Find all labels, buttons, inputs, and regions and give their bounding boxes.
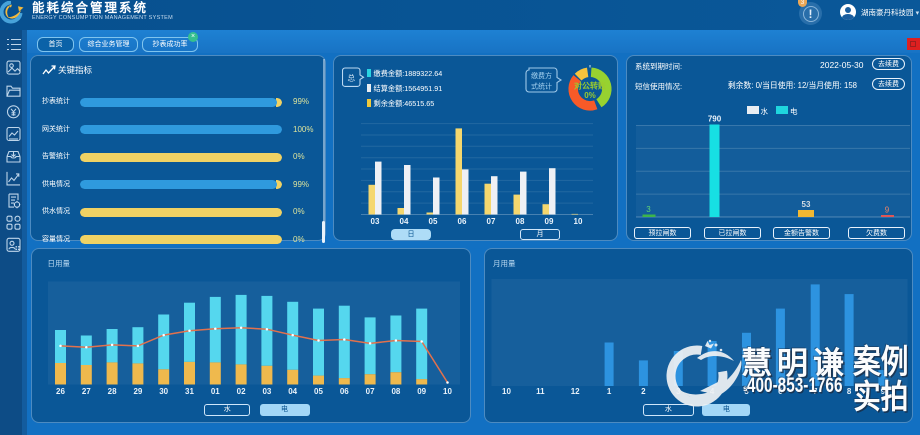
svg-text:02: 02 <box>236 387 245 396</box>
svg-text:26: 26 <box>56 387 65 396</box>
svg-text:09: 09 <box>545 217 554 226</box>
svg-text:对公转账: 对公转账 <box>574 81 606 91</box>
svg-text:3: 3 <box>646 205 651 214</box>
svg-text:04: 04 <box>288 387 297 396</box>
svg-text:03: 03 <box>262 387 271 396</box>
svg-text:10: 10 <box>574 217 583 226</box>
svg-text:05: 05 <box>314 387 323 396</box>
svg-text:0%: 0% <box>584 91 596 100</box>
svg-text:8: 8 <box>846 387 851 396</box>
svg-text:07: 07 <box>487 217 496 226</box>
svg-text:9: 9 <box>885 206 890 215</box>
svg-text:03: 03 <box>371 217 380 226</box>
svg-text:12: 12 <box>570 387 579 396</box>
svg-text:10: 10 <box>443 387 452 396</box>
svg-text:总: 总 <box>348 73 356 83</box>
svg-text:6: 6 <box>778 387 783 396</box>
svg-text:10: 10 <box>502 387 511 396</box>
svg-text:31: 31 <box>185 387 194 396</box>
svg-text:09: 09 <box>417 387 426 396</box>
svg-text:3: 3 <box>676 387 681 396</box>
svg-text:30: 30 <box>159 387 168 396</box>
svg-text:06: 06 <box>339 387 348 396</box>
svg-text:5: 5 <box>744 387 749 396</box>
svg-text:9: 9 <box>880 387 885 396</box>
svg-text:28: 28 <box>107 387 116 396</box>
svg-text:2: 2 <box>641 387 646 396</box>
svg-text:11: 11 <box>536 387 545 396</box>
svg-text:27: 27 <box>81 387 90 396</box>
svg-text:式统计: 式统计 <box>531 82 552 91</box>
svg-text:1: 1 <box>606 387 611 396</box>
svg-text:04: 04 <box>400 217 409 226</box>
svg-text:7: 7 <box>812 387 817 396</box>
svg-text:05: 05 <box>429 217 438 226</box>
svg-text:缴费方: 缴费方 <box>531 71 552 80</box>
svg-text:53: 53 <box>802 200 811 209</box>
svg-text:08: 08 <box>391 387 400 396</box>
svg-text:790: 790 <box>708 115 722 124</box>
svg-text:01: 01 <box>210 387 219 396</box>
svg-text:06: 06 <box>458 217 467 226</box>
svg-text:29: 29 <box>133 387 142 396</box>
svg-text:07: 07 <box>365 387 374 396</box>
svg-text:4: 4 <box>709 387 714 396</box>
svg-text:08: 08 <box>516 217 525 226</box>
